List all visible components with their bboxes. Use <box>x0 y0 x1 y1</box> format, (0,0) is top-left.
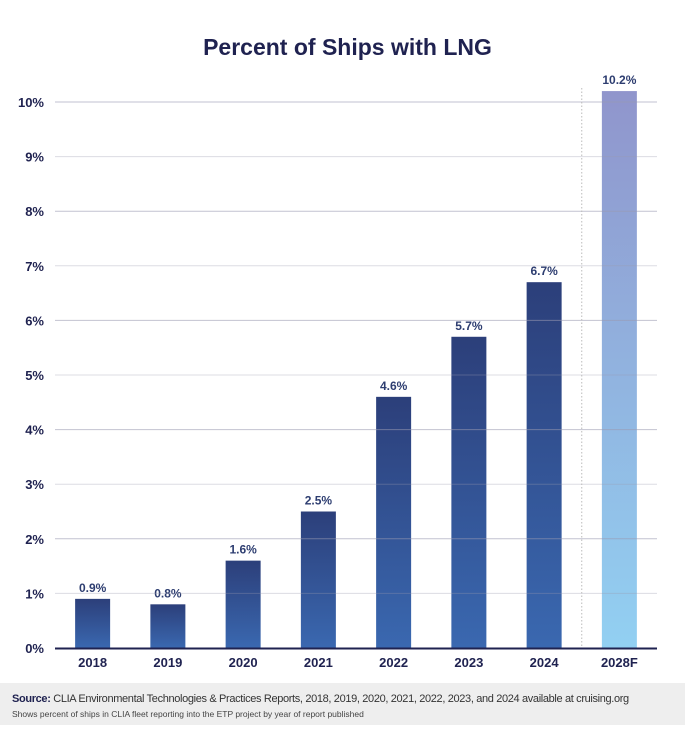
bar-2028F <box>601 91 637 648</box>
data-label-2021: 2.5% <box>305 494 333 508</box>
bar-2019 <box>150 604 186 648</box>
data-label-2023: 5.7% <box>455 319 483 333</box>
y-tick-label-3: 3% <box>25 477 44 492</box>
x-tick-label-2023: 2023 <box>454 655 483 670</box>
footer: Source: CLIA Environmental Technologies … <box>0 683 685 725</box>
chart-title: Percent of Ships with LNG <box>203 34 492 60</box>
x-tick-label-2022: 2022 <box>379 655 408 670</box>
x-tick-label-2019: 2019 <box>153 655 182 670</box>
x-tick-label-2024: 2024 <box>530 655 560 670</box>
y-tick-label-10: 10% <box>18 95 44 110</box>
bar-2021 <box>300 511 336 648</box>
bar-2022 <box>376 396 412 648</box>
y-tick-label-7: 7% <box>25 259 44 274</box>
x-tick-label-2028F: 2028F <box>601 655 638 670</box>
y-tick-label-4: 4% <box>25 423 44 438</box>
y-tick-label-0: 0% <box>25 641 44 656</box>
data-label-2028F: 10.2% <box>602 73 636 87</box>
source-text: Source: CLIA Environmental Technologies … <box>12 692 677 706</box>
y-tick-label-2: 2% <box>25 532 44 547</box>
bar-2024 <box>526 282 562 648</box>
x-tick-label-2020: 2020 <box>229 655 258 670</box>
bar-2020 <box>225 560 261 648</box>
data-label-2019: 0.8% <box>154 586 182 600</box>
data-label-2022: 4.6% <box>380 379 408 393</box>
bar-2018 <box>75 598 111 648</box>
source-body: CLIA Environmental Technologies & Practi… <box>50 693 629 705</box>
footnote: Shows percent of ships in CLIA fleet rep… <box>12 709 364 719</box>
y-tick-label-6: 6% <box>25 313 44 328</box>
data-label-2020: 1.6% <box>229 543 257 557</box>
x-tick-label-2021: 2021 <box>304 655 333 670</box>
data-label-2024: 6.7% <box>530 264 558 278</box>
y-tick-label-5: 5% <box>25 368 44 383</box>
data-label-2018: 0.9% <box>79 581 107 595</box>
y-tick-label-8: 8% <box>25 204 44 219</box>
y-tick-label-9: 9% <box>25 150 44 165</box>
y-tick-label-1: 1% <box>25 586 44 601</box>
x-tick-label-2018: 2018 <box>78 655 107 670</box>
bar-2023 <box>451 336 487 648</box>
source-label: Source: <box>12 693 51 705</box>
